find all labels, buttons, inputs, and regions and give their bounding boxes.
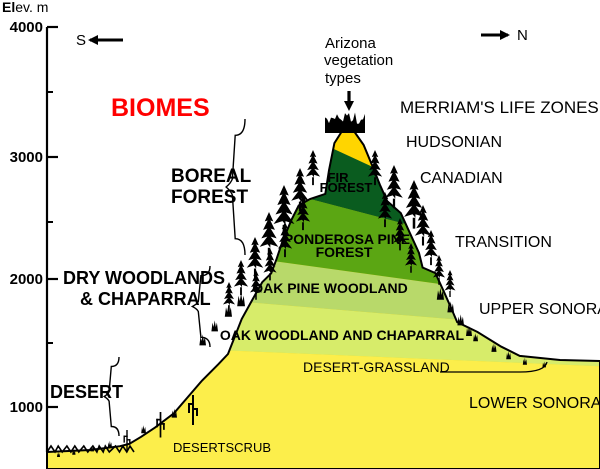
svg-text:FOREST: FOREST (320, 180, 373, 195)
svg-text:FOREST: FOREST (316, 244, 373, 260)
svg-text:DESERT-GRASSLAND: DESERT-GRASSLAND (303, 359, 450, 375)
svg-text:OAK WOODLAND AND CHAPARRAL: OAK WOODLAND AND CHAPARRAL (220, 327, 465, 343)
svg-text:TRANSITION: TRANSITION (455, 234, 552, 251)
svg-text:BOREAL: BOREAL (171, 166, 252, 187)
svg-text:MERRIAM'S LIFE ZONES: MERRIAM'S LIFE ZONES (400, 98, 599, 117)
svg-text:3000: 3000 (10, 149, 43, 166)
svg-text:1000: 1000 (10, 399, 43, 416)
svg-text:HUDSONIAN: HUDSONIAN (406, 134, 502, 151)
svg-text:4000: 4000 (10, 19, 43, 36)
svg-text:DESERT: DESERT (50, 382, 123, 402)
svg-text:& CHAPARRAL: & CHAPARRAL (80, 289, 211, 309)
svg-text:N: N (517, 27, 528, 44)
svg-text:UPPER SONORAN: UPPER SONORAN (479, 301, 600, 318)
svg-text:BIOMES: BIOMES (111, 94, 210, 122)
svg-text:OAK PINE WOODLAND: OAK PINE WOODLAND (252, 280, 408, 296)
svg-text:DESERTSCRUB: DESERTSCRUB (173, 440, 271, 455)
svg-text:S: S (76, 32, 86, 49)
svg-text:vegetation: vegetation (324, 52, 393, 69)
svg-text:Elev. m: Elev. m (2, 0, 48, 15)
svg-text:FOREST: FOREST (171, 187, 248, 208)
svg-text:Arizona: Arizona (325, 35, 377, 52)
svg-text:CANADIAN: CANADIAN (420, 170, 503, 187)
svg-text:LOWER SONORAN: LOWER SONORAN (469, 395, 600, 412)
svg-text:types: types (325, 70, 361, 87)
svg-text:2000: 2000 (10, 271, 43, 288)
